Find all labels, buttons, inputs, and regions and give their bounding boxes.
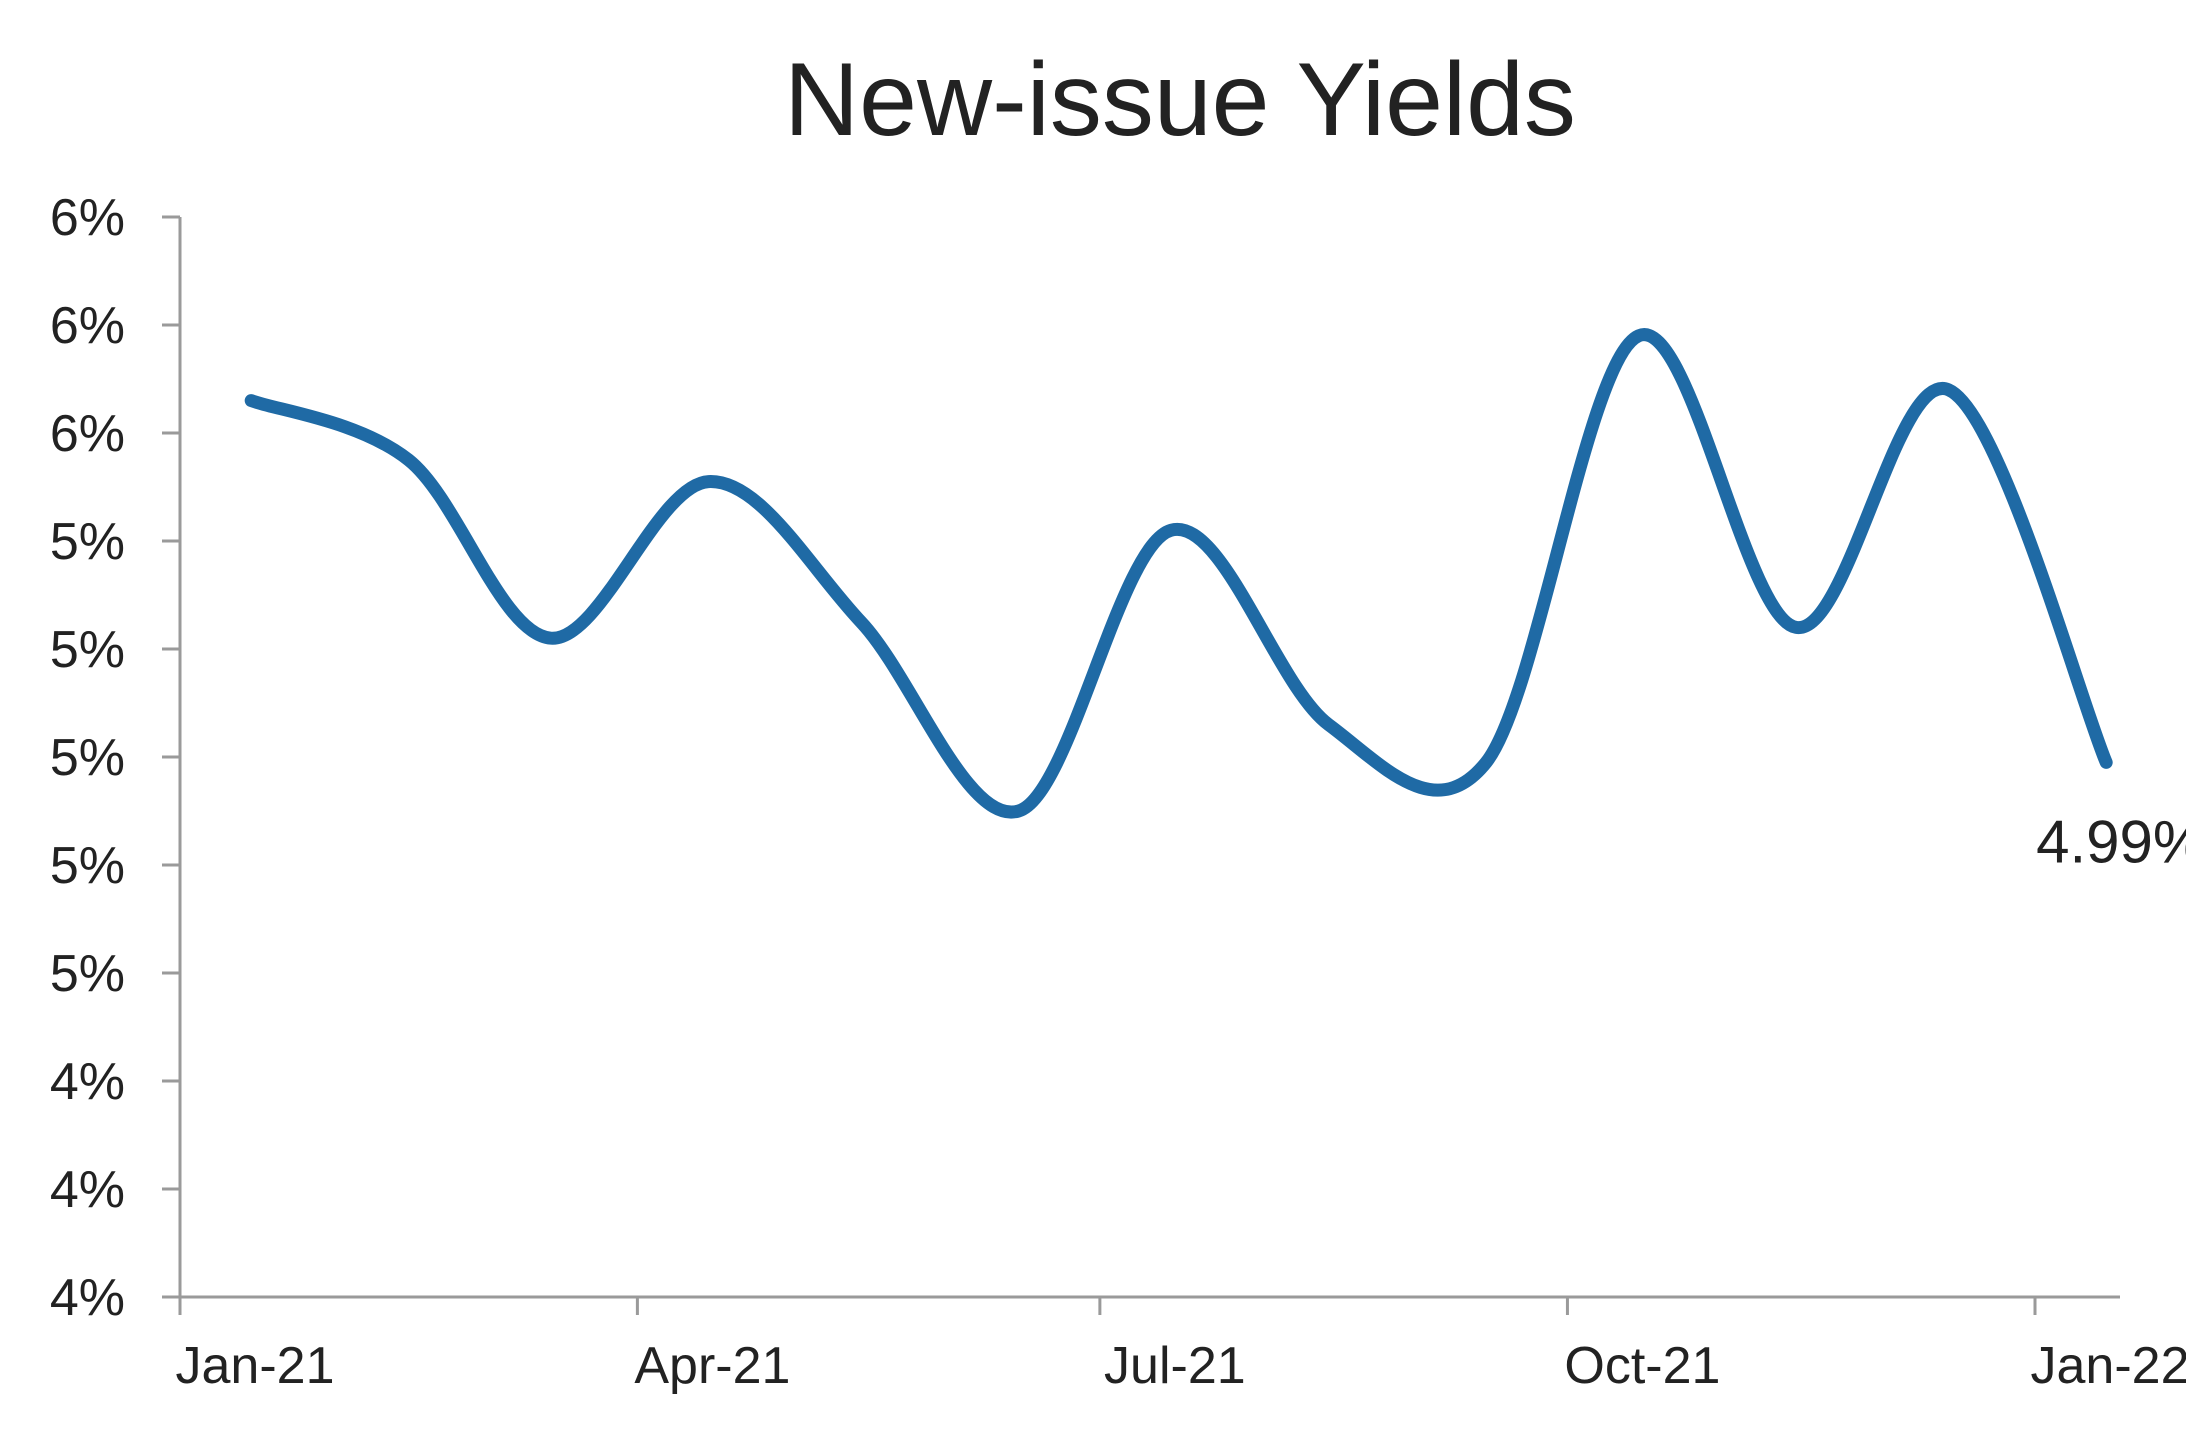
y-tick-label: 4% [50, 1269, 125, 1327]
y-tick-label: 5% [50, 945, 125, 1003]
y-tick-label: 5% [50, 621, 125, 679]
y-tick-label: 6% [50, 405, 125, 463]
x-tick-label: Jan-21 [176, 1337, 335, 1395]
series-group [244, 328, 2113, 819]
x-tick-label: Jan-22 [2031, 1337, 2186, 1395]
end-value-label: 4.99% [2036, 808, 2186, 875]
x-tick-label: Oct-21 [1564, 1337, 1720, 1395]
series-line [244, 328, 2113, 819]
x-tick-label: Apr-21 [634, 1337, 790, 1395]
y-tick-label: 5% [50, 837, 125, 895]
y-tick-label: 5% [50, 513, 125, 571]
chart-title: New-issue Yields [784, 42, 1576, 158]
y-tick-label: 6% [50, 297, 125, 355]
x-axis: Jan-21 Apr-21 Jul-21 Oct-21 Jan-22 [176, 1295, 2186, 1395]
y-tick-label: 6% [50, 189, 125, 247]
x-tick-label: Jul-21 [1104, 1337, 1246, 1395]
y-tick-label: 4% [50, 1053, 125, 1111]
y-axis: 4% 4% 4% 5% 5% 5% 5% 5% 6% 6% 6% [50, 189, 182, 1327]
y-tick-label: 5% [50, 729, 125, 787]
y-tick-label: 4% [50, 1161, 125, 1219]
